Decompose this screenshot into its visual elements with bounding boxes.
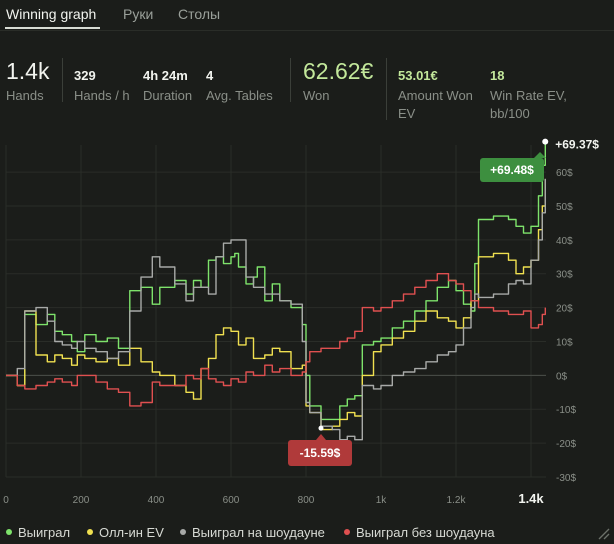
stat-amount-won-ev: 53.01€ Amount Won EV bbox=[398, 68, 473, 123]
y-tick-label: 20$ bbox=[556, 304, 573, 315]
end-value-label: +69.37$ bbox=[555, 138, 599, 152]
stat-amount-won-ev-value: 53.01€ bbox=[398, 68, 438, 83]
stat-won-label: Won bbox=[303, 88, 330, 103]
tab-tables[interactable]: Столы bbox=[178, 6, 221, 22]
stats-divider bbox=[290, 58, 291, 102]
tab-winning-graph[interactable]: Winning graph bbox=[6, 6, 97, 22]
stat-hands-per-hour: 329 Hands / h bbox=[74, 68, 130, 105]
series-line-2 bbox=[6, 178, 546, 441]
min-value-label: -15.59$ bbox=[300, 446, 341, 460]
y-tick-label: -20$ bbox=[556, 439, 576, 450]
y-tick-label: -30$ bbox=[556, 473, 576, 484]
min-point-marker bbox=[318, 425, 324, 431]
stat-duration: 4h 24m Duration bbox=[143, 68, 192, 105]
chart-legend: Выиграл Олл-ин EV Выиграл на шоудауне Вы… bbox=[0, 520, 614, 544]
stat-win-rate-ev-value: 18 bbox=[490, 68, 505, 83]
y-tick-label: -10$ bbox=[556, 405, 576, 416]
x-tick-label: 200 bbox=[73, 495, 90, 506]
stat-amount-won-ev-label-line2: EV bbox=[398, 106, 416, 121]
y-tick-label: 0$ bbox=[556, 371, 568, 382]
legend-dot bbox=[180, 529, 186, 535]
stat-win-rate-ev-label: Win Rate EV, bb/100 bbox=[490, 87, 567, 123]
active-tab-indicator bbox=[5, 27, 100, 29]
stat-win-rate-ev-label-line1: Win Rate EV, bbox=[490, 88, 567, 103]
stat-avg-tables-label: Avg. Tables bbox=[206, 88, 273, 103]
stat-hph-value: 329 bbox=[74, 68, 96, 83]
stat-hph-label: Hands / h bbox=[74, 88, 130, 103]
legend-dot bbox=[6, 529, 12, 535]
legend-item-won-showdown[interactable]: Выиграл на шоудауне bbox=[180, 525, 325, 540]
series-line-3 bbox=[6, 273, 546, 407]
x-tick-label: 1k bbox=[376, 495, 388, 506]
x-tick-label: 0 bbox=[3, 495, 9, 506]
stat-amount-won-ev-label-line1: Amount Won bbox=[398, 88, 473, 103]
end-point-marker bbox=[542, 138, 549, 145]
tab-hands[interactable]: Руки bbox=[123, 6, 154, 22]
stat-win-rate-ev-label-line2: bb/100 bbox=[490, 106, 530, 121]
legend-label: Выиграл без шоудауна bbox=[356, 525, 495, 540]
tab-bar: Winning graph Руки Столы bbox=[0, 0, 614, 31]
stat-avg-tables-value: 4 bbox=[206, 68, 214, 83]
legend-label: Выиграл на шоудауне bbox=[192, 525, 325, 540]
max-value-label: +69.48$ bbox=[490, 163, 534, 177]
stats-divider bbox=[62, 58, 63, 102]
legend-dot bbox=[344, 529, 350, 535]
x-tick-label: 1.2k bbox=[447, 495, 467, 506]
x-tick-label: 1.4k bbox=[518, 491, 544, 506]
min-badge-pointer bbox=[316, 434, 326, 440]
stat-hands-value: 1.4k bbox=[6, 58, 50, 84]
stat-duration-value: 4h 24m bbox=[143, 68, 188, 83]
legend-label: Выиграл bbox=[18, 525, 71, 540]
legend-item-won[interactable]: Выиграл bbox=[6, 525, 70, 540]
stat-won: 62.62€ Won bbox=[303, 58, 373, 105]
y-tick-label: 40$ bbox=[556, 236, 573, 247]
x-tick-label: 600 bbox=[223, 495, 240, 506]
series-line-0 bbox=[6, 141, 546, 421]
y-tick-label: 30$ bbox=[556, 270, 573, 281]
legend-label: Олл-ин EV bbox=[99, 525, 164, 540]
x-tick-label: 800 bbox=[298, 495, 315, 506]
legend-item-won-non-showdown[interactable]: Выиграл без шоудауна bbox=[344, 525, 495, 540]
stat-hands-label: Hands bbox=[6, 88, 44, 103]
stat-amount-won-ev-label: Amount Won EV bbox=[398, 87, 473, 123]
series-line-1 bbox=[6, 178, 546, 431]
max-value-badge bbox=[480, 158, 544, 182]
winning-graph-chart[interactable]: 60$ 50$ 40$ 30$ 20$ 10$ 0$ -10$ -20$ -30$ 0 200 400 6… bbox=[0, 135, 614, 515]
y-tick-label: 50$ bbox=[556, 202, 573, 213]
stat-avg-tables: 4 Avg. Tables bbox=[206, 68, 273, 105]
y-tick-label: 60$ bbox=[556, 168, 573, 179]
tabs-divider bbox=[0, 30, 614, 31]
stat-hands: 1.4k Hands bbox=[6, 58, 49, 105]
stats-divider bbox=[386, 58, 387, 120]
y-tick-label: 10$ bbox=[556, 337, 573, 348]
stat-win-rate-ev: 18 Win Rate EV, bb/100 bbox=[490, 68, 567, 123]
max-badge-pointer bbox=[534, 152, 546, 158]
stat-won-value: 62.62€ bbox=[303, 58, 374, 84]
legend-item-allin-ev[interactable]: Олл-ин EV bbox=[87, 525, 164, 540]
resize-handle-icon[interactable] bbox=[597, 527, 611, 541]
stat-duration-label: Duration bbox=[143, 88, 193, 103]
min-value-badge bbox=[288, 440, 352, 466]
x-tick-label: 400 bbox=[148, 495, 165, 506]
legend-dot bbox=[87, 529, 93, 535]
